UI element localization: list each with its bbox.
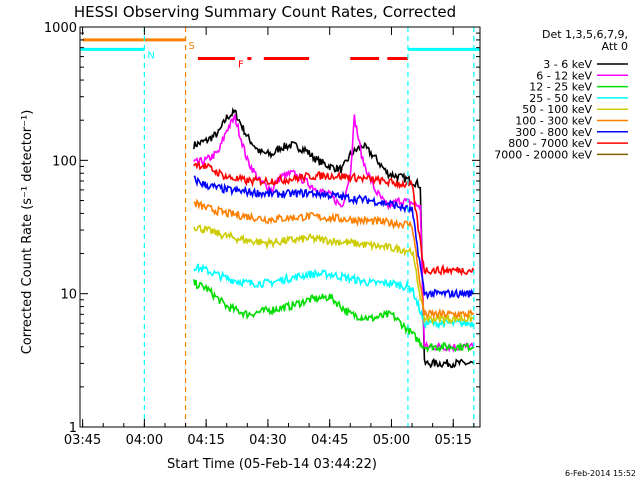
x-tick-label-3: 04:30: [249, 433, 286, 448]
x-tick-label-2: 04:15: [187, 433, 224, 448]
legend-label-2: 12 - 25 keV: [529, 81, 592, 94]
series-line-4: [193, 224, 475, 326]
x-tick-label-4: 04:45: [311, 433, 348, 448]
x-tick-label-1: 04:00: [126, 433, 163, 448]
x-tick-label-6: 05:15: [434, 433, 471, 448]
series-line-6: [193, 175, 474, 300]
legend-label-4: 50 - 100 keV: [522, 103, 592, 116]
data-traces: [193, 107, 475, 369]
legend-header-line2: Att 0: [602, 40, 628, 53]
y-tick-label-3: 1000: [44, 21, 77, 36]
flag-f-label: F: [238, 60, 244, 71]
x-axis-label: Start Time (05-Feb-14 03:44:22): [167, 457, 377, 472]
legend-label-6: 300 - 800 keV: [515, 126, 592, 139]
x-tick-label-0: 03:45: [64, 433, 101, 448]
legend-label-1: 6 - 12 keV: [536, 69, 592, 82]
flag-s-label: S: [189, 41, 195, 52]
x-tick-label-5: 05:00: [373, 433, 410, 448]
series-line-3: [193, 263, 475, 330]
timestamp-label: 6-Feb-2014 15:52: [565, 469, 636, 478]
y-tick-label-0: 1: [69, 421, 77, 436]
chart-title: HESSI Observing Summary Count Rates, Cor…: [74, 3, 456, 21]
series-line-1: [193, 114, 475, 353]
legend-label-8: 7000 - 20000 keV: [494, 148, 592, 161]
legend-header-line1: Det 1,3,5,6,7,9,: [542, 28, 628, 41]
series-line-7: [193, 160, 475, 277]
series-line-2: [193, 279, 475, 354]
y-tick-label-1: 10: [60, 288, 77, 303]
legend-label-5: 100 - 300 keV: [515, 115, 592, 128]
flag-bars: S N F: [80, 38, 480, 71]
flag-vertical-lines: [143, 27, 475, 427]
series-line-0: [193, 107, 475, 369]
plot-axes: 03:45 04:00 04:15 04:30 04:45 05:00 05:15 1 10 10…: [44, 21, 481, 448]
legend-label-3: 25 - 50 keV: [529, 92, 592, 105]
legend-label-7: 800 - 7000 keV: [508, 137, 592, 150]
series-line-5: [193, 198, 475, 320]
y-tick-label-2: 100: [52, 154, 77, 169]
y-axis-label: Corrected Count Rate (s⁻¹ detector⁻¹): [20, 110, 35, 355]
flag-n-label: N: [147, 50, 154, 61]
legend-label-0: 3 - 6 keV: [543, 58, 592, 71]
plot-frame: [79, 26, 481, 428]
